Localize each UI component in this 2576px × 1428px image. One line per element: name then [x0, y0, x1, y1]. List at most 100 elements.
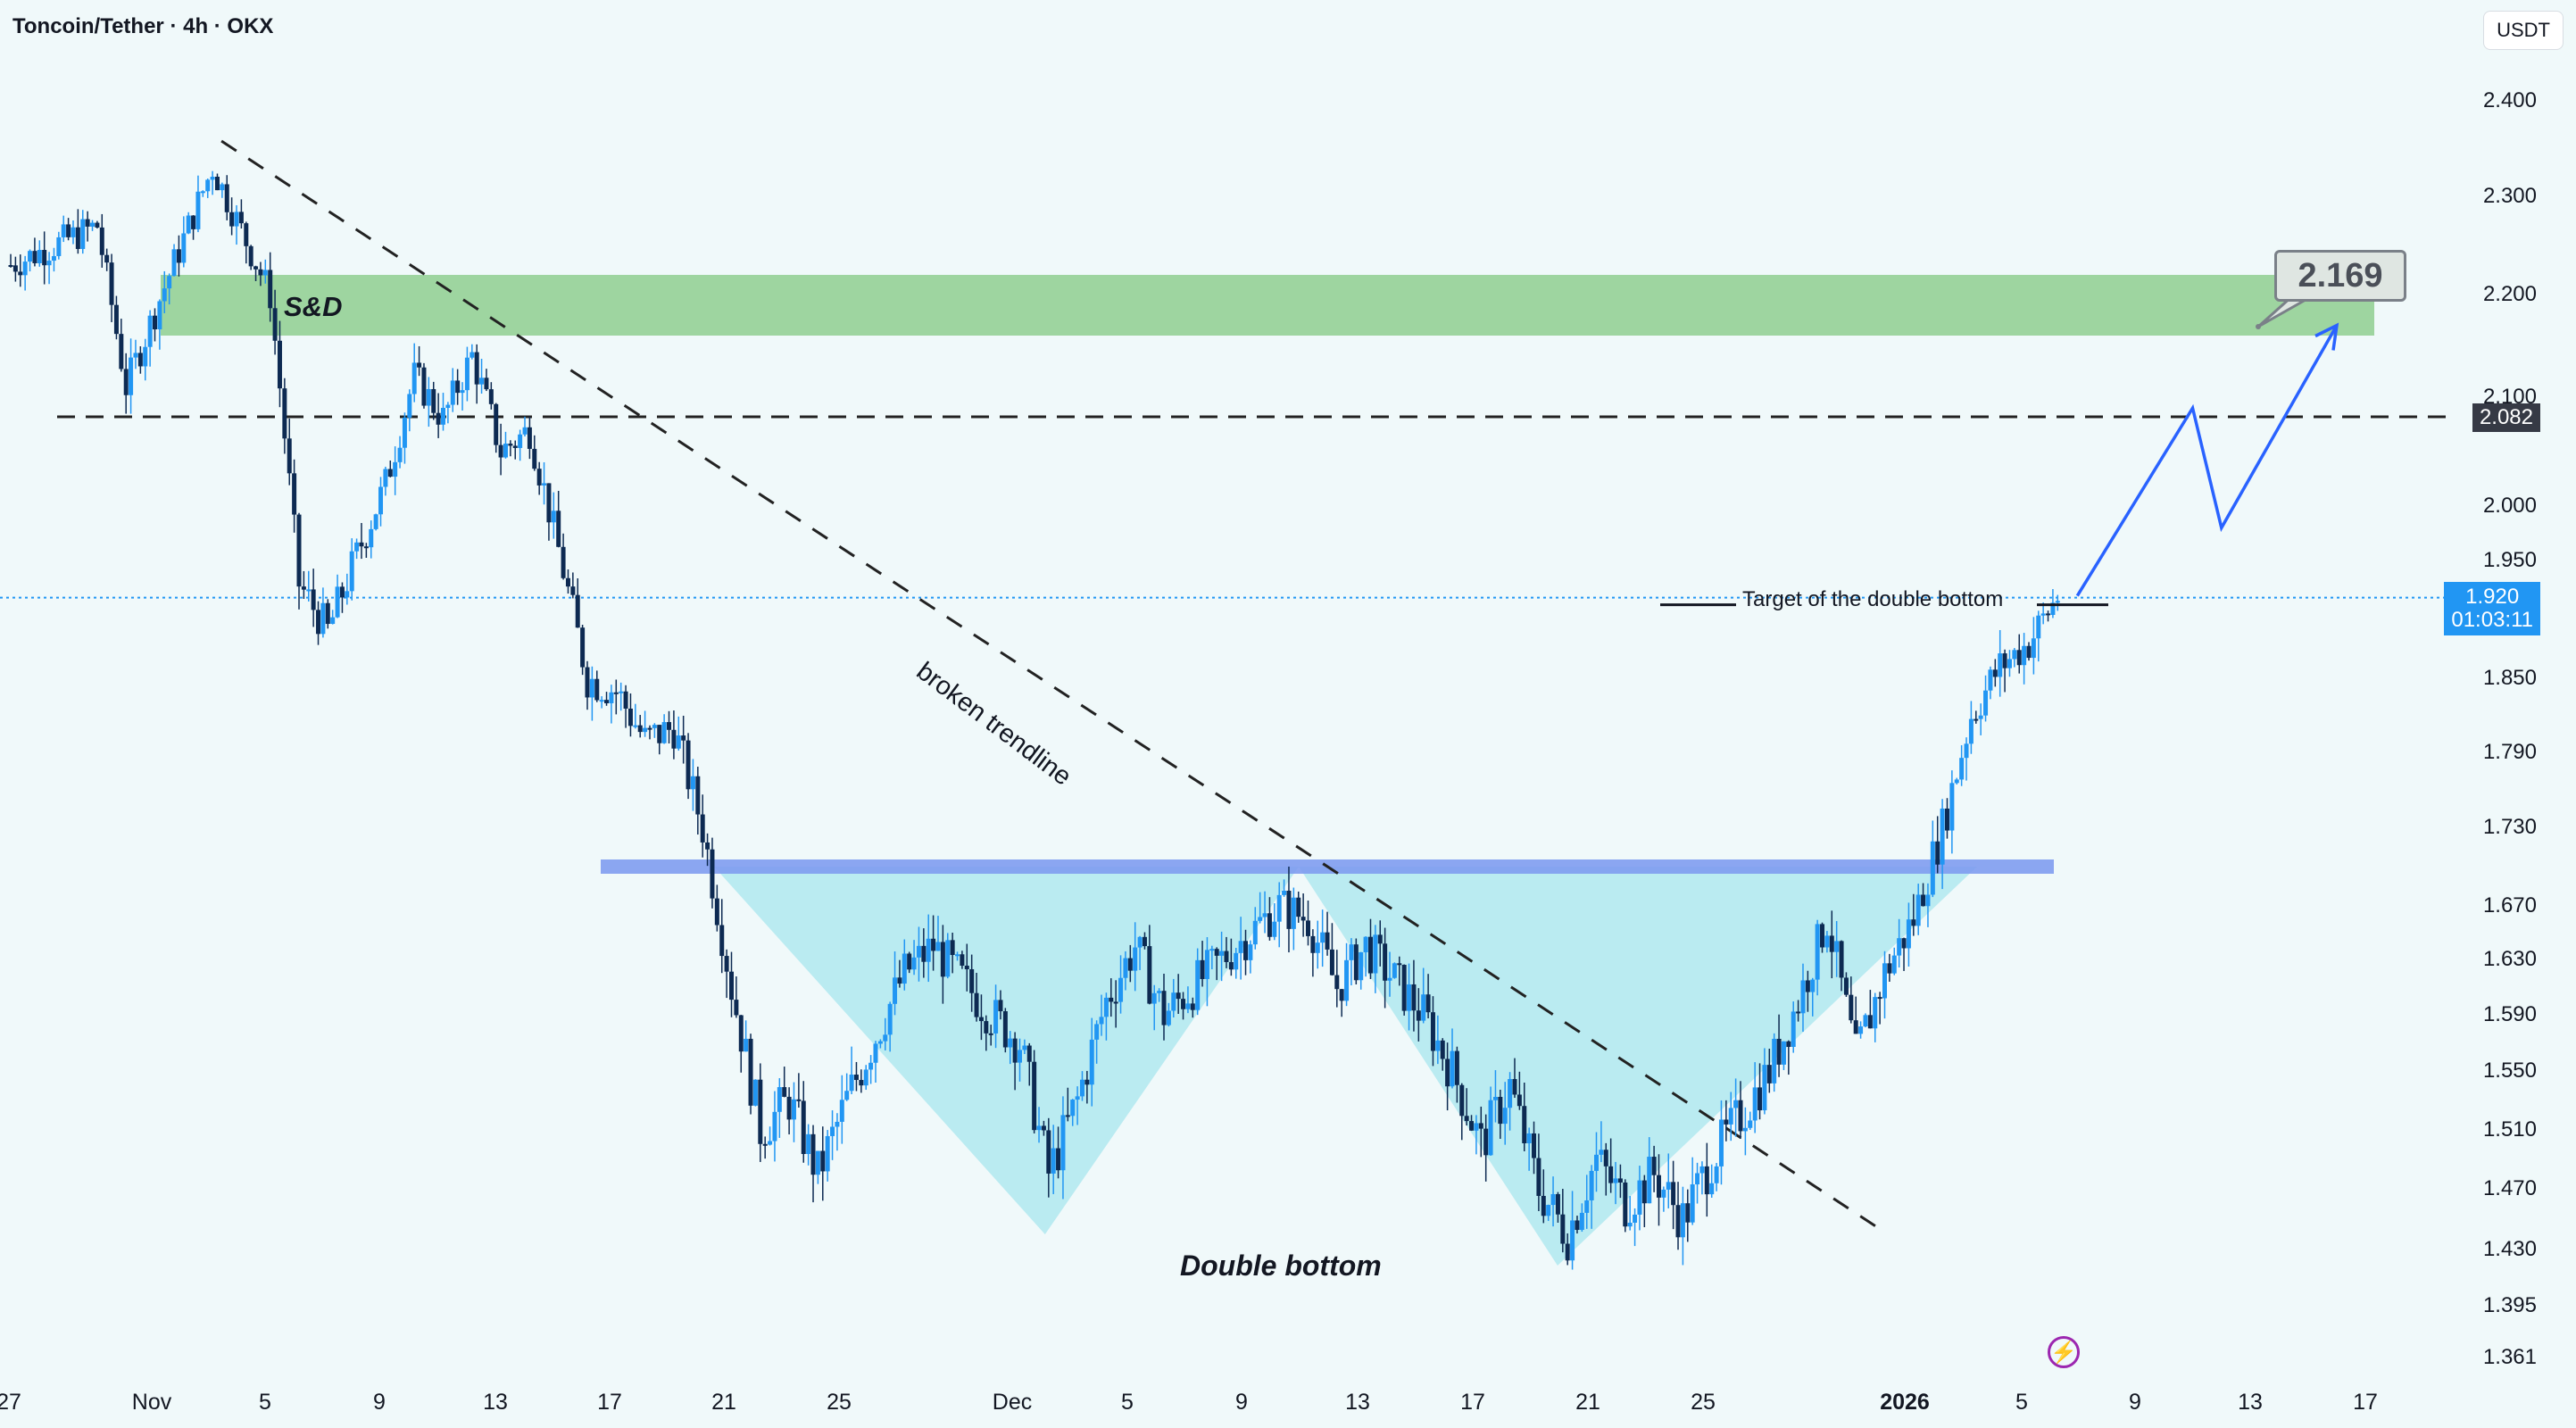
candle-body	[1685, 1203, 1691, 1223]
candle-body	[1724, 1119, 1729, 1125]
candle-body	[1051, 1148, 1056, 1174]
candle-body	[113, 304, 119, 335]
candle-body	[1858, 1026, 1864, 1034]
candle-body	[782, 1087, 787, 1097]
candle-body	[1633, 1214, 1638, 1223]
candle-body	[1709, 1183, 1715, 1195]
candle-body	[1224, 951, 1229, 962]
candle-body	[1623, 1182, 1628, 1227]
candle-body	[1843, 977, 1849, 995]
candle-body	[661, 722, 667, 743]
candle-body	[1968, 718, 1974, 744]
candle-body	[1353, 944, 1359, 981]
candle-body	[195, 191, 201, 229]
price-tick: 1.630	[2482, 947, 2537, 971]
candle-body	[801, 1100, 806, 1154]
candle-body	[627, 708, 633, 726]
candle-body	[964, 965, 969, 969]
candle-body	[1373, 934, 1378, 974]
candle-body	[1887, 963, 1892, 974]
candle-body	[1594, 1154, 1599, 1171]
candle-body	[488, 389, 494, 404]
candle-body	[1200, 959, 1205, 979]
candle-body	[911, 957, 917, 970]
candle-body	[1002, 1011, 1008, 1048]
candle-body	[1786, 1041, 1791, 1047]
candle-body	[839, 1100, 844, 1122]
candle-body	[1440, 1040, 1445, 1059]
candle-body	[556, 511, 561, 547]
candle-body	[1940, 808, 1945, 865]
candle-body	[705, 842, 710, 850]
currency-selector[interactable]: USDT	[2483, 11, 2564, 50]
candle-body	[935, 942, 941, 951]
time-tick: 21	[711, 1390, 736, 1415]
candle-body	[2022, 645, 2027, 666]
candle-body	[926, 938, 931, 962]
time-tick: 25	[827, 1390, 852, 1415]
candle-body	[1084, 1079, 1090, 1085]
candle-body	[1339, 989, 1344, 1001]
candle-body	[402, 417, 407, 448]
candle-body	[1190, 1003, 1195, 1010]
candle-body	[1421, 994, 1426, 1021]
candle-body	[940, 942, 945, 977]
candle-body	[1555, 1193, 1560, 1215]
double-bottom-label: Double bottom	[1180, 1250, 1382, 1282]
current-price-tag: 1.920 01:03:11	[2444, 582, 2540, 635]
candle-body	[1334, 975, 1340, 990]
candle-body	[66, 224, 71, 237]
time-tick: 13	[2238, 1390, 2263, 1415]
candle-body	[1248, 944, 1253, 960]
candle-body	[796, 1099, 802, 1101]
candle-body	[441, 408, 445, 425]
price-tick: 1.395	[2482, 1293, 2537, 1317]
candle-body	[1983, 690, 1989, 716]
candle-body	[296, 514, 302, 587]
price-tick: 2.000	[2482, 494, 2537, 518]
candle-body	[272, 308, 278, 341]
lightning-icon[interactable]: ⚡	[2048, 1336, 2080, 1368]
candle-body	[1517, 1094, 1522, 1107]
candle-body	[494, 403, 499, 445]
time-tick: Nov	[131, 1390, 172, 1415]
candle-body	[1407, 984, 1412, 1011]
time-tick: 9	[2129, 1390, 2141, 1415]
price-tick: 1.590	[2482, 1002, 2537, 1026]
level-price-tag: 2.082	[2472, 403, 2540, 432]
candle-body	[570, 586, 576, 595]
candle-body	[1469, 1121, 1475, 1131]
candle-body	[1492, 1096, 1498, 1100]
candle-body	[542, 483, 547, 486]
candle-body	[887, 1003, 893, 1035]
candle-body	[609, 692, 614, 703]
candle-body	[1849, 994, 1854, 1021]
candle-body	[1300, 917, 1306, 921]
candle-body	[1575, 1220, 1580, 1231]
candle-body	[1459, 1084, 1465, 1117]
candle-body	[1647, 1157, 1652, 1204]
candle-body	[153, 315, 157, 330]
candle-body	[1742, 1127, 1748, 1132]
candle-body	[1435, 1040, 1441, 1051]
candle-body	[820, 1150, 826, 1172]
candle-body	[960, 954, 965, 966]
candle-body	[1036, 1125, 1042, 1131]
candle-body	[1367, 936, 1373, 974]
candle-body	[1512, 1079, 1517, 1095]
candle-body	[772, 1111, 777, 1142]
candle-body	[1834, 941, 1840, 952]
time-tick: 27	[0, 1390, 21, 1415]
candle-body	[1925, 894, 1931, 907]
candle-body	[1584, 1200, 1590, 1213]
candle-body	[1454, 1050, 1459, 1085]
price-axis[interactable]: USDT	[2449, 0, 2576, 1428]
candle-body	[1752, 1087, 1757, 1121]
candle-body	[1675, 1205, 1681, 1238]
candle-body	[1137, 936, 1143, 948]
candle-body	[1853, 1020, 1858, 1034]
candle-body	[1805, 980, 1810, 992]
candle-body	[1089, 1039, 1094, 1085]
candle-body	[1891, 955, 1897, 974]
